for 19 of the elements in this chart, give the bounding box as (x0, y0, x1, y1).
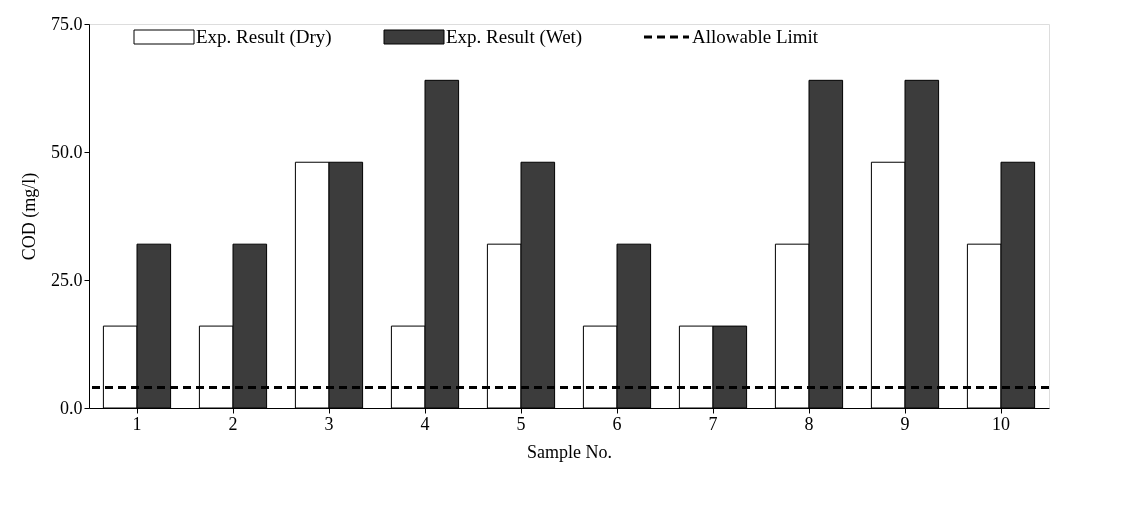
y-tick-label: 25.0 (51, 269, 83, 290)
x-axis-title: Sample No. (527, 441, 612, 462)
y-tick-label: 0.0 (60, 397, 83, 418)
x-tick-label: 8 (804, 413, 814, 434)
y-tick-label: 75.0 (51, 13, 83, 34)
x-tick-label: 6 (612, 413, 622, 434)
legend-label: Exp. Result (Wet) (446, 26, 583, 48)
legend-label: Allowable Limit (692, 26, 819, 47)
x-tick-label: 3 (324, 413, 334, 434)
x-tick-label: 1 (132, 413, 142, 434)
x-tick-label: 10 (992, 413, 1010, 434)
y-axis-title: COD (mg/l) (19, 172, 40, 261)
legend-label: Exp. Result (Dry) (196, 26, 332, 48)
x-tick-label: 7 (708, 413, 718, 434)
x-tick-label: 9 (900, 413, 910, 434)
x-tick-label: 4 (420, 413, 430, 434)
x-tick-label: 2 (228, 413, 238, 434)
y-tick-label: 50.0 (51, 141, 83, 162)
x-tick-label: 5 (516, 413, 526, 434)
